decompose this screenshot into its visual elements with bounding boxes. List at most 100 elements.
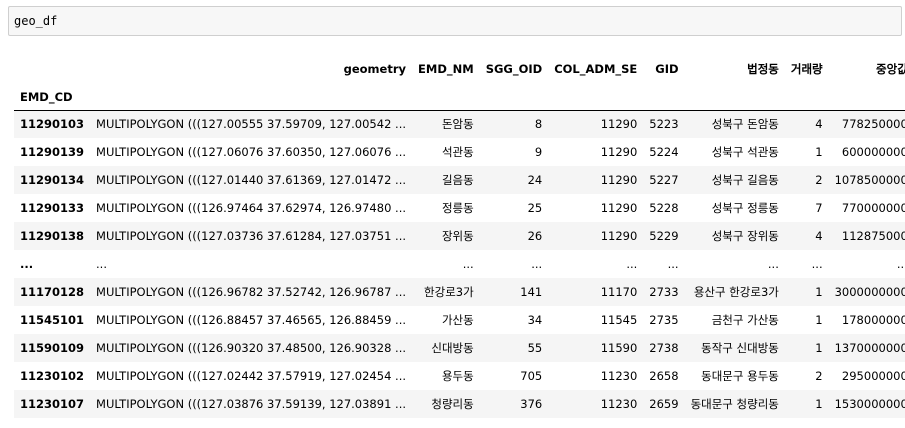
table-cell: 11230 xyxy=(600,397,638,411)
table-cell: 600000000 xyxy=(841,145,905,159)
table-cell: ... xyxy=(531,257,543,271)
table-cell: 동대문구 용두동 xyxy=(701,369,779,383)
dataframe-table: geometry EMD_NM SGG_OID COL_ADM_SE GID 법… xyxy=(14,54,905,418)
table-cell: 34 xyxy=(527,313,543,327)
table-cell: 용산구 한강로3가 xyxy=(693,285,779,299)
index-name-header: EMD_CD xyxy=(20,89,73,104)
table-cell: 금천구 가산동 xyxy=(711,313,779,327)
table-cell: 11170 xyxy=(600,285,638,299)
table-cell: 295000000 xyxy=(841,369,905,383)
table-cell: 신대방동 xyxy=(431,341,474,355)
table-cell: 2658 xyxy=(649,369,679,383)
column-header-legal-dong: 법정동 xyxy=(747,62,779,76)
dataframe-output: geometry EMD_NM SGG_OID COL_ADM_SE GID 법… xyxy=(14,54,905,418)
table-row: 11290138 MULTIPOLYGON (((127.03736 37.612… xyxy=(14,222,905,250)
table-cell: 5229 xyxy=(649,229,679,243)
table-cell: 1 xyxy=(815,341,823,355)
dataframe-body: 11290103 MULTIPOLYGON (((127.00555 37.597… xyxy=(14,110,905,418)
table-cell: 141 xyxy=(520,285,543,299)
row-index-cell: 11290138 xyxy=(20,229,85,243)
row-index-cell: 11290133 xyxy=(20,201,85,215)
table-cell: ... xyxy=(96,257,107,271)
table-cell: 112875000 xyxy=(841,229,905,243)
table-cell: 11290 xyxy=(600,145,638,159)
column-header-gid: GID xyxy=(655,62,679,76)
table-cell: 성북구 길음동 xyxy=(711,173,779,187)
table-cell: 성북구 정릉동 xyxy=(711,201,779,215)
table-cell: 3000000000 xyxy=(834,285,905,299)
row-index-cell: 11290103 xyxy=(20,117,85,132)
table-cell: MULTIPOLYGON (((126.90320 37.48500, 126.… xyxy=(96,341,407,355)
table-row: 11545101 MULTIPOLYGON (((126.88457 37.465… xyxy=(14,306,905,334)
table-cell: 2659 xyxy=(649,397,679,411)
table-cell: 9 xyxy=(534,145,543,159)
table-cell: 장위동 xyxy=(441,229,474,243)
row-index-cell: 11545101 xyxy=(20,313,85,327)
table-row: 11170128 MULTIPOLYGON (((126.96782 37.527… xyxy=(14,278,905,306)
table-cell: 2733 xyxy=(649,285,679,299)
table-cell: 청량리동 xyxy=(431,397,474,411)
table-cell: 1 xyxy=(815,145,823,159)
table-cell: 가산동 xyxy=(441,313,474,327)
table-row: 11290103 MULTIPOLYGON (((127.00555 37.597… xyxy=(14,110,905,138)
table-row: 11590109 MULTIPOLYGON (((126.90320 37.485… xyxy=(14,334,905,362)
table-cell: 동대문구 청량리동 xyxy=(690,397,779,411)
table-cell: MULTIPOLYGON (((127.06076 37.60350, 127.… xyxy=(96,145,407,159)
table-row: ........................... xyxy=(14,250,905,278)
table-cell: MULTIPOLYGON (((126.88457 37.46565, 126.… xyxy=(96,313,407,327)
table-cell: 705 xyxy=(520,369,543,383)
table-row: 11290134 MULTIPOLYGON (((127.01440 37.613… xyxy=(14,166,905,194)
table-cell: 11545 xyxy=(600,313,638,327)
table-cell: 11290 xyxy=(600,201,638,215)
code-input-cell[interactable]: geo_df xyxy=(8,6,902,36)
table-cell: 11290 xyxy=(600,117,638,132)
table-cell: 11290 xyxy=(600,229,638,243)
table-cell: 성북구 장위동 xyxy=(711,229,779,243)
table-cell: 1 xyxy=(815,313,823,327)
table-cell: 4 xyxy=(815,117,823,132)
table-cell: MULTIPOLYGON (((126.97464 37.62974, 126.… xyxy=(96,201,407,215)
table-cell: 길음동 xyxy=(441,173,474,187)
row-index-cell: 11290134 xyxy=(20,173,85,187)
table-cell: 770000000 xyxy=(841,201,905,215)
table-cell: 동작구 신대방동 xyxy=(701,341,779,355)
table-row: 11230107 MULTIPOLYGON (((127.03876 37.591… xyxy=(14,390,905,418)
table-cell: 1530000000 xyxy=(834,397,905,411)
table-cell: 5224 xyxy=(649,145,679,159)
table-cell: 11290 xyxy=(600,173,638,187)
table-cell: ... xyxy=(626,257,638,271)
column-header-row: geometry EMD_NM SGG_OID COL_ADM_SE GID 법… xyxy=(14,54,905,84)
table-cell: 성북구 석관동 xyxy=(711,145,779,159)
table-cell: 24 xyxy=(527,173,543,187)
table-cell: ... xyxy=(462,257,474,271)
table-cell: 용두동 xyxy=(441,369,474,383)
table-row: 11290133 MULTIPOLYGON (((126.97464 37.629… xyxy=(14,194,905,222)
table-cell: 55 xyxy=(527,341,543,355)
table-cell: 2735 xyxy=(649,313,679,327)
table-cell: ... xyxy=(896,257,905,271)
table-cell: 1078500000 xyxy=(834,173,905,187)
table-cell: 8 xyxy=(534,117,543,132)
table-cell: 11590 xyxy=(600,341,638,355)
table-cell: 26 xyxy=(527,229,543,243)
table-cell: ... xyxy=(811,257,823,271)
row-index-cell: 11290139 xyxy=(20,145,85,159)
table-cell: MULTIPOLYGON (((127.01440 37.61369, 127.… xyxy=(96,173,407,187)
index-header-row: EMD_CD xyxy=(14,84,905,110)
table-cell: 7 xyxy=(815,201,823,215)
column-header-geometry: geometry xyxy=(343,62,407,76)
table-cell: MULTIPOLYGON (((127.03736 37.61284, 127.… xyxy=(96,229,407,243)
table-cell: 1 xyxy=(815,285,823,299)
table-cell: 5223 xyxy=(649,117,679,132)
code-input-text[interactable]: geo_df xyxy=(14,14,58,28)
table-cell: ... xyxy=(767,257,779,271)
row-index-cell: 11230107 xyxy=(20,397,85,411)
table-cell: 5228 xyxy=(649,201,679,215)
table-cell: 11230 xyxy=(600,369,638,383)
column-header-emd-nm: EMD_NM xyxy=(418,62,474,76)
row-index-cell: 11230102 xyxy=(20,369,85,383)
table-cell: MULTIPOLYGON (((127.03876 37.59139, 127.… xyxy=(96,397,407,411)
table-row: 11230102 MULTIPOLYGON (((127.02442 37.579… xyxy=(14,362,905,390)
table-cell: 정릉동 xyxy=(441,201,474,215)
table-cell: 2738 xyxy=(649,341,679,355)
